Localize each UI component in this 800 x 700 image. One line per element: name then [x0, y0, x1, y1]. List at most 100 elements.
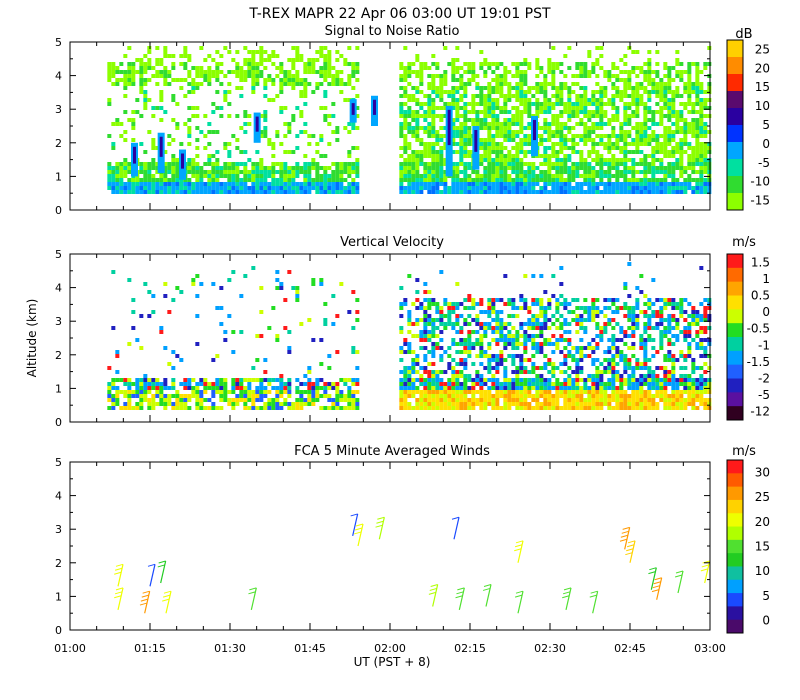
- velocity-cell: [687, 346, 692, 350]
- snr-cell: [695, 134, 700, 138]
- snr-cell: [455, 150, 460, 154]
- snr-cell: [655, 70, 660, 74]
- snr-cell: [655, 170, 660, 174]
- snr-cell: [443, 46, 448, 50]
- velocity-cell: [459, 338, 464, 342]
- snr-cell: [327, 74, 332, 78]
- velocity-cell: [447, 306, 452, 310]
- velocity-cell: [563, 298, 568, 302]
- snr-cell: [411, 178, 416, 182]
- velocity-cell: [439, 318, 444, 322]
- velocity-cell: [311, 338, 316, 342]
- snr-cell: [599, 166, 604, 170]
- snr-cell: [163, 170, 168, 174]
- snr-cell: [603, 94, 608, 98]
- snr-cell: [587, 98, 592, 102]
- snr-cell: [199, 186, 204, 190]
- snr-cell: [515, 130, 520, 134]
- velocity-cell: [595, 322, 600, 326]
- snr-cell: [483, 74, 488, 78]
- snr-cell: [347, 82, 352, 86]
- velocity-cell: [607, 322, 612, 326]
- velocity-cell: [267, 406, 272, 410]
- velocity-cell: [687, 386, 692, 390]
- snr-cell: [295, 50, 300, 54]
- snr-cell: [451, 62, 456, 66]
- velocity-cell: [611, 318, 616, 322]
- snr-cell: [271, 142, 276, 146]
- snr-cell: [203, 70, 208, 74]
- snr-cell: [195, 106, 200, 110]
- snr-cell: [171, 186, 176, 190]
- snr-cell: [511, 190, 516, 194]
- snr-cell: [495, 114, 500, 118]
- snr-cell: [479, 126, 484, 130]
- velocity-cell: [575, 358, 580, 362]
- snr-cell: [187, 190, 192, 194]
- snr-cell: [415, 138, 420, 142]
- snr-cell: [695, 74, 700, 78]
- snr-cell: [251, 86, 256, 90]
- snr-cell: [403, 150, 408, 154]
- snr-cell: [211, 182, 216, 186]
- snr-cell: [135, 178, 140, 182]
- velocity-cell: [583, 402, 588, 406]
- velocity-cell: [423, 334, 428, 338]
- snr-cell: [487, 158, 492, 162]
- snr-cell: [167, 166, 172, 170]
- snr-cell: [579, 150, 584, 154]
- snr-cell: [635, 66, 640, 70]
- velocity-cell: [219, 382, 224, 386]
- snr-cell: [187, 162, 192, 166]
- velocity-cell: [667, 330, 672, 334]
- snr-cell: [307, 162, 312, 166]
- velocity-cell: [587, 310, 592, 314]
- snr-cell: [635, 122, 640, 126]
- snr-cell: [567, 138, 572, 142]
- velocity-cell: [423, 390, 428, 394]
- snr-plume-core: [447, 109, 451, 146]
- velocity-cell: [515, 306, 520, 310]
- velocity-cell: [507, 330, 512, 334]
- snr-cell: [307, 174, 312, 178]
- snr-cell: [279, 170, 284, 174]
- velocity-cell: [423, 290, 428, 294]
- snr-cell: [223, 190, 228, 194]
- snr-cell: [171, 162, 176, 166]
- velocity-cell: [355, 350, 360, 354]
- velocity-cell: [515, 370, 520, 374]
- velocity-cell: [683, 310, 688, 314]
- velocity-cell: [323, 394, 328, 398]
- snr-cell: [559, 122, 564, 126]
- velocity-cell: [611, 386, 616, 390]
- snr-cell: [591, 94, 596, 98]
- snr-cell: [571, 150, 576, 154]
- velocity-cell: [271, 406, 276, 410]
- velocity-cell: [135, 394, 140, 398]
- snr-cell: [291, 62, 296, 66]
- snr-cell: [315, 150, 320, 154]
- snr-cell: [475, 182, 480, 186]
- velocity-cell: [679, 330, 684, 334]
- snr-cell: [163, 66, 168, 70]
- snr-cell: [451, 178, 456, 182]
- velocity-cell: [195, 406, 200, 410]
- velocity-cell: [139, 406, 144, 410]
- snr-cell: [339, 174, 344, 178]
- velocity-cell: [591, 406, 596, 410]
- velocity-cell: [519, 390, 524, 394]
- velocity-cell: [203, 406, 208, 410]
- snr-cell: [215, 174, 220, 178]
- snr-cell: [579, 174, 584, 178]
- snr-cell: [435, 138, 440, 142]
- snr-cell: [543, 122, 548, 126]
- velocity-cell: [639, 346, 644, 350]
- velocity-cell: [247, 394, 252, 398]
- snr-cell: [419, 82, 424, 86]
- velocity-cell: [679, 394, 684, 398]
- velocity-cell: [307, 370, 312, 374]
- velocity-cell: [503, 342, 508, 346]
- velocity-cell: [667, 374, 672, 378]
- velocity-cell: [695, 322, 700, 326]
